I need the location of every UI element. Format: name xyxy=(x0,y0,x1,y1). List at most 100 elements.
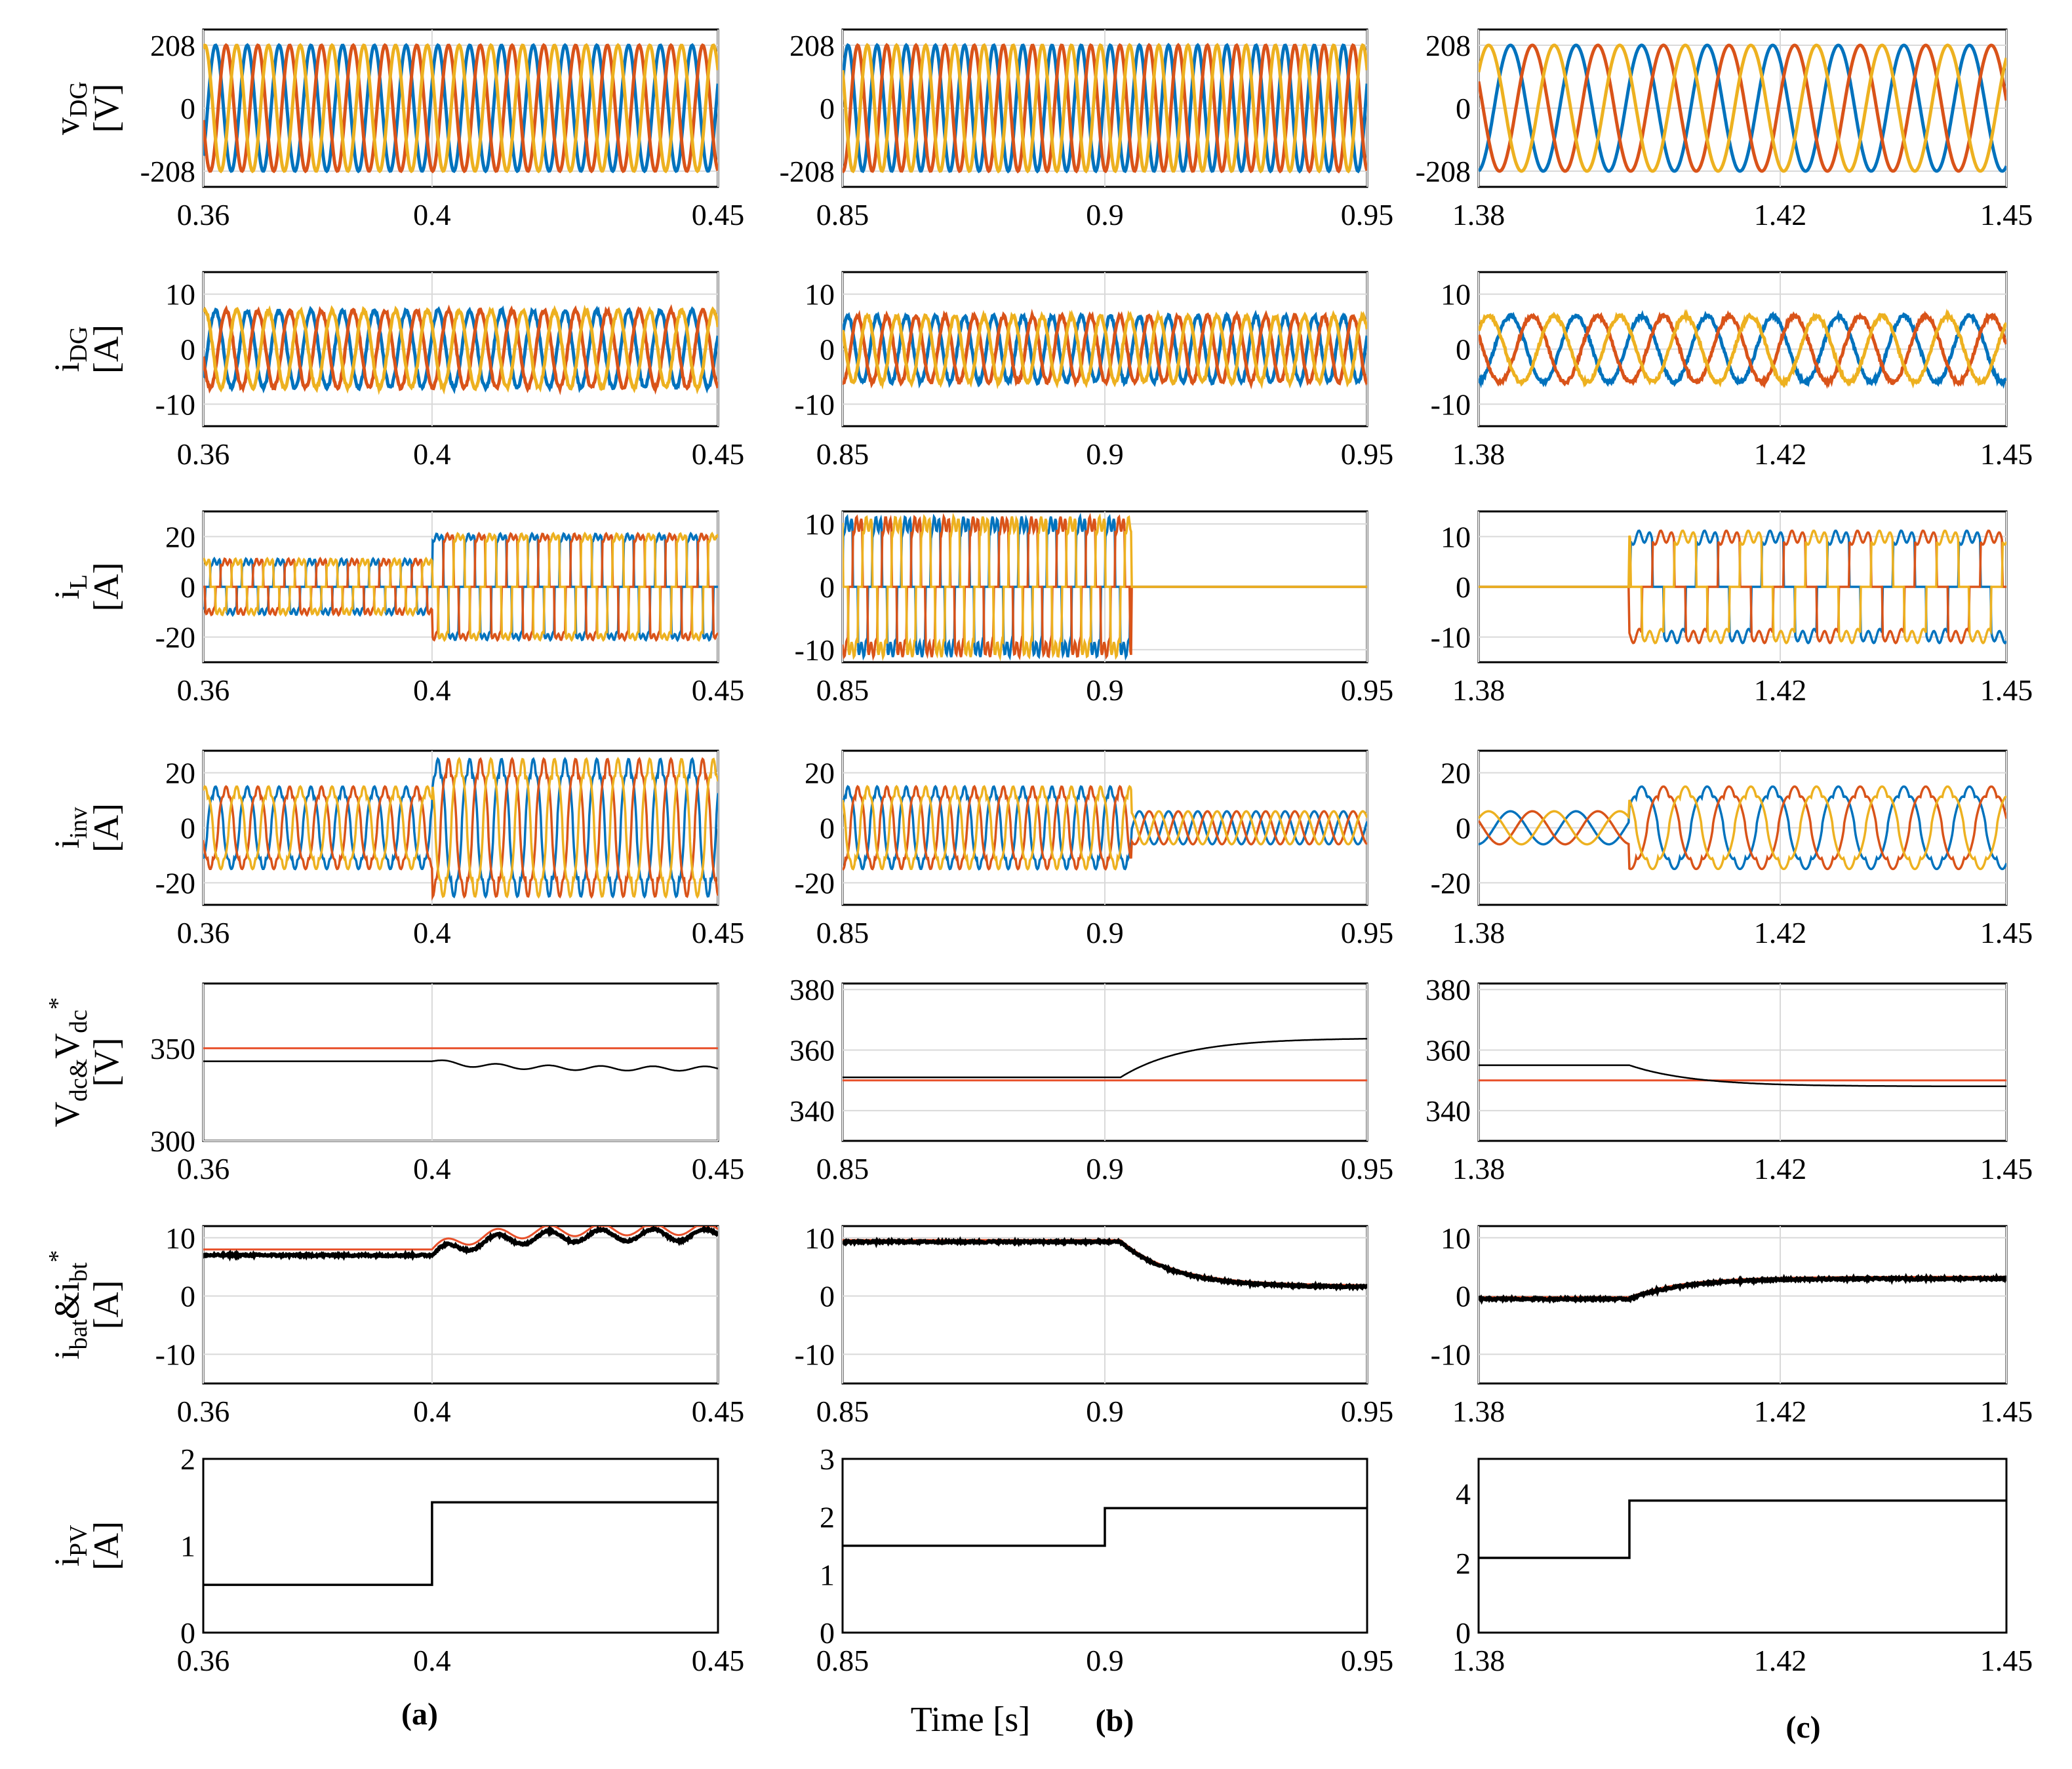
x-tick-label: 0.36 xyxy=(177,198,230,231)
x-tick-label: 0.45 xyxy=(692,1152,745,1185)
x-tick-label: 0.36 xyxy=(177,916,230,949)
y-tick-label: 20 xyxy=(805,757,835,790)
y-axis-unit-ibat: [A] xyxy=(87,1281,126,1330)
y-tick-label: 0 xyxy=(180,812,195,845)
y-axis-label-idg: iDG xyxy=(47,327,92,372)
panel-ibat-1: -10 0 10 0.85 0.9 0.95 xyxy=(795,1222,1394,1428)
x-tick-label: 0.45 xyxy=(692,673,745,707)
y-tick-label: 208 xyxy=(1425,29,1471,62)
y-tick-label: 0 xyxy=(820,1280,835,1313)
y-tick-label: 0 xyxy=(820,570,835,604)
panel-ibat-0: -10 0 10 0.36 0.4 0.45 xyxy=(155,1222,745,1428)
plot-area xyxy=(1479,308,2006,389)
y-tick-label: 0 xyxy=(820,1616,835,1650)
panel-idg-0: -10 0 10 0.36 0.4 0.45 xyxy=(155,271,744,471)
x-tick-label: 0.4 xyxy=(413,198,451,231)
series-phase-c xyxy=(203,757,718,899)
series-measured xyxy=(843,1038,1367,1079)
x-tick-label: 1.45 xyxy=(1980,673,2033,707)
plot-area xyxy=(1479,1272,2006,1305)
y-axis-label-vdc: Vdc&Vdc* xyxy=(44,997,92,1127)
x-tick-label: 0.85 xyxy=(816,1152,869,1185)
panel-idg-1: -10 0 10 0.85 0.9 0.95 xyxy=(795,271,1393,471)
series-phase-b xyxy=(1479,785,2006,871)
series-phase-c xyxy=(843,43,1367,174)
series-phase-c xyxy=(1479,308,2006,389)
y-tick-label: 208 xyxy=(789,29,835,62)
series-phase-c xyxy=(203,304,718,395)
y-tick-label: 208 xyxy=(150,29,195,62)
y-label-main: i xyxy=(47,589,87,599)
series-phase-c xyxy=(843,309,1367,390)
y-label-main: i xyxy=(47,1350,87,1360)
plot-area xyxy=(843,512,1367,662)
series-phase-c xyxy=(1479,529,2006,645)
panel-idg-2: -10 0 10 1.38 1.42 1.45 xyxy=(1431,271,2033,471)
series-phase-c xyxy=(203,531,718,643)
y-tick-label: -10 xyxy=(155,1338,195,1372)
x-tick-label: 1.42 xyxy=(1754,437,1807,471)
plot-area xyxy=(1479,1064,2006,1088)
y-tick-label: 0 xyxy=(180,1616,195,1650)
y-tick-label: 10 xyxy=(165,1222,195,1255)
series-step xyxy=(843,1507,1367,1547)
y-tick-label: -10 xyxy=(1431,388,1471,421)
y-tick-label: 10 xyxy=(1441,278,1471,311)
y-tick-label: 2 xyxy=(180,1442,195,1476)
x-tick-label: 1.42 xyxy=(1754,673,1807,707)
axes-box xyxy=(202,1458,719,1634)
x-tick-label: 1.42 xyxy=(1754,916,1807,949)
y-label-sub2: bt xyxy=(65,1262,92,1282)
x-tick-label: 0.95 xyxy=(1341,673,1394,707)
panel-ipv-1: 0 1 2 3 0.85 0.9 0.95 xyxy=(816,1442,1394,1677)
x-tick-label: 1.45 xyxy=(1980,1644,2033,1677)
y-label-sub: DG xyxy=(65,81,92,117)
y-label-main2: V xyxy=(47,1033,87,1059)
x-tick-label: 0.9 xyxy=(1086,1395,1124,1428)
series-measured xyxy=(203,1226,718,1262)
plot-area xyxy=(203,531,718,643)
y-tick-label: 0 xyxy=(180,92,195,125)
y-axis-label-vdg: vDG xyxy=(47,81,92,135)
panel-vdg-1: -208 0 208 0.85 0.9 0.95 xyxy=(780,28,1393,231)
y-tick-label: 10 xyxy=(805,278,835,311)
x-tick-label: 1.38 xyxy=(1452,437,1505,471)
y-tick-label: 10 xyxy=(1441,520,1471,553)
y-axis-label-ibat: ibat&ibt* xyxy=(44,1250,92,1359)
y-label-sub: L xyxy=(65,574,92,589)
y-label-sub: bat xyxy=(65,1319,92,1350)
y-label-sup2: * xyxy=(44,1250,71,1262)
panel-ipv-0: 0 1 2 0.36 0.4 0.45 xyxy=(177,1442,745,1677)
x-tick-label: 0.9 xyxy=(1086,916,1124,949)
y-tick-label: -10 xyxy=(1431,621,1471,654)
y-axis-label-iinv: iinv xyxy=(47,807,92,849)
y-tick-label: 2 xyxy=(1456,1547,1471,1580)
x-tick-label: 0.36 xyxy=(177,1644,230,1677)
y-tick-label: 20 xyxy=(1441,757,1471,790)
x-axis-label: Time [s] xyxy=(911,1699,1031,1739)
y-tick-label: 10 xyxy=(805,1222,835,1255)
series-phase-c xyxy=(1479,785,2006,871)
x-tick-label: 1.38 xyxy=(1452,1152,1505,1185)
y-axis-unit-vdc: [V] xyxy=(87,1038,126,1087)
plot-area xyxy=(843,1236,1367,1292)
axes-box xyxy=(1477,1458,2008,1634)
y-tick-label: -20 xyxy=(155,866,195,900)
y-tick-label: 0 xyxy=(180,1280,195,1313)
y-label-sub2: dc xyxy=(65,1010,92,1033)
y-label-sub: inv xyxy=(65,807,92,839)
y-label-main: i xyxy=(47,839,87,848)
plot-area xyxy=(843,784,1367,871)
x-tick-label: 1.42 xyxy=(1754,1644,1807,1677)
x-tick-label: 1.45 xyxy=(1980,437,2033,471)
y-tick-label: -20 xyxy=(155,621,195,654)
x-tick-label: 0.85 xyxy=(816,1644,869,1677)
panel-vdg-2: -208 0 208 1.38 1.42 1.45 xyxy=(1416,28,2033,231)
y-label-sub: DG xyxy=(65,327,92,363)
y-tick-label: 360 xyxy=(789,1034,835,1067)
panel-ipv-2: 0 2 4 1.38 1.42 1.45 xyxy=(1452,1458,2033,1677)
y-tick-label: 0 xyxy=(1456,812,1471,845)
series-phase-b xyxy=(203,43,718,174)
